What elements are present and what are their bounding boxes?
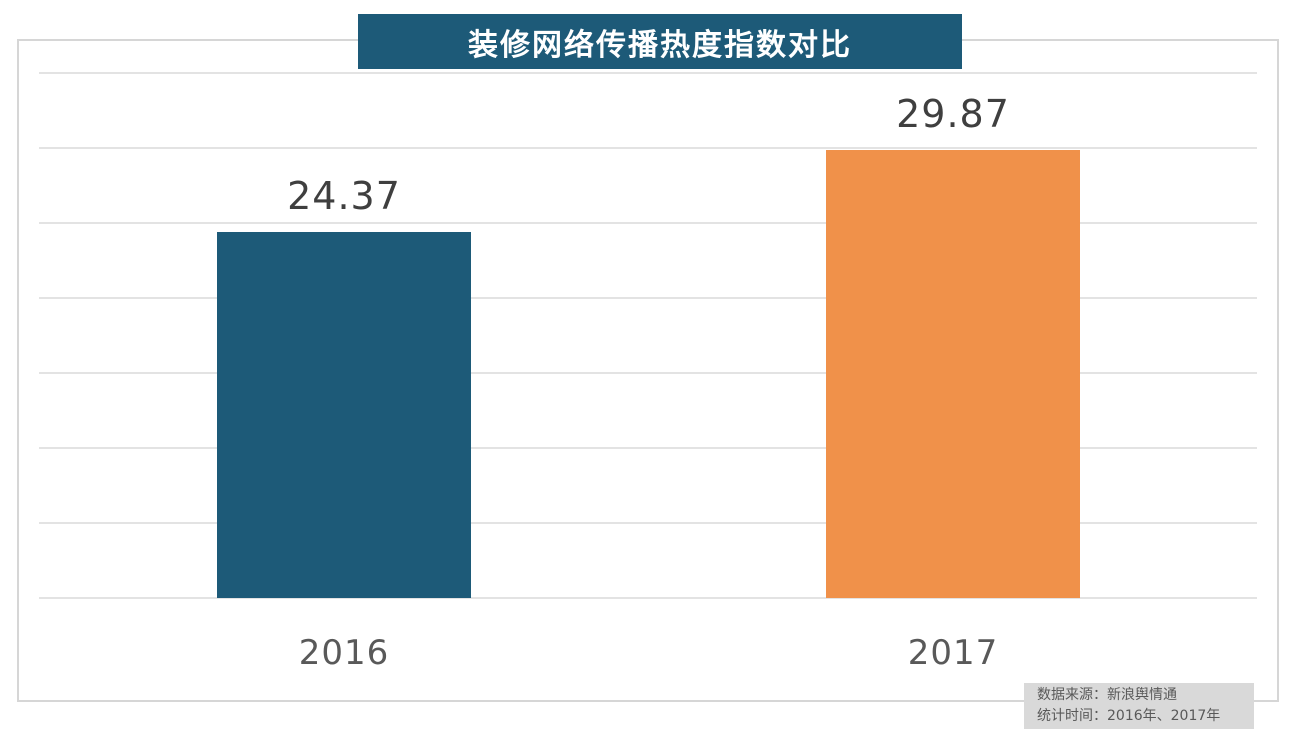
gridline-30	[39, 147, 1257, 149]
data-source-line: 数据来源：新浪舆情通	[1037, 687, 1177, 703]
value-label-2016: 24.37	[287, 174, 401, 219]
gridline-25	[39, 222, 1257, 224]
x-axis-label-2017: 2017	[907, 633, 999, 673]
gridline-35	[39, 72, 1257, 74]
plot-area: 24.37 29.87	[39, 72, 1257, 599]
bar-2017	[826, 149, 1080, 598]
gridline-20	[39, 297, 1257, 299]
data-source-note: 数据来源：新浪舆情通 统计时间：2016年、2017年	[1024, 683, 1254, 729]
x-axis-label-2016: 2016	[298, 633, 390, 673]
chart-title: 装修网络传播热度指数对比	[468, 27, 852, 63]
gridline-5	[39, 522, 1257, 524]
bar-2016	[217, 232, 471, 598]
gridline-10	[39, 447, 1257, 449]
value-label-2017: 29.87	[896, 91, 1010, 136]
gridline-0	[39, 597, 1257, 599]
gridline-15	[39, 372, 1257, 374]
chart-title-banner: 装修网络传播热度指数对比	[358, 14, 962, 69]
stat-period-line: 统计时间：2016年、2017年	[1037, 708, 1221, 724]
